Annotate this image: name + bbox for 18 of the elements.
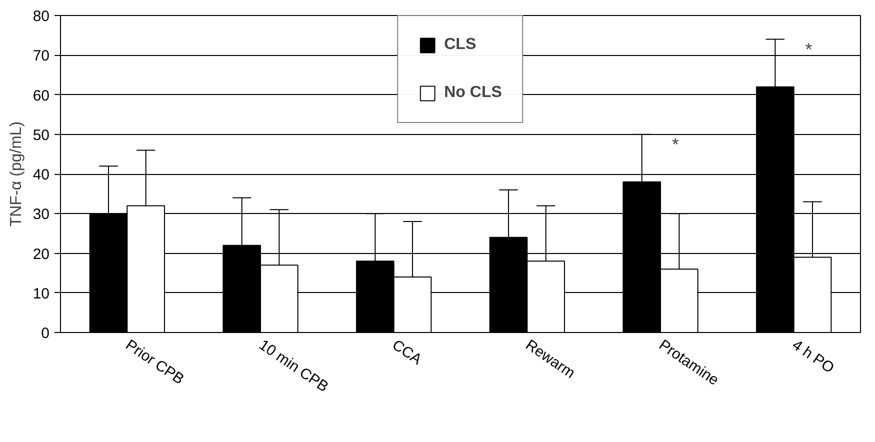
y-tick-label: 20 xyxy=(32,246,50,263)
legend-label: No CLS xyxy=(444,84,502,102)
annotation: * xyxy=(805,39,812,60)
y-tick-label: 50 xyxy=(32,126,50,144)
x-tick-label: Prior CPB xyxy=(122,336,187,388)
x-tick-label: 4 h PO xyxy=(789,336,838,377)
x-tick-label: 10 min CPB xyxy=(256,336,332,396)
y-tick-label: 10 xyxy=(32,285,50,302)
y-tick-label: 80 xyxy=(32,8,50,25)
y-tick-label: 30 xyxy=(32,206,50,224)
y-tick-label: 60 xyxy=(32,87,50,104)
x-tick-label: CCA xyxy=(389,336,425,368)
y-axis-title: TNF-α (pg/mL) xyxy=(8,121,25,227)
legend-label: CLS xyxy=(444,36,476,54)
y-tick-label: 40 xyxy=(32,166,50,184)
annotation: * xyxy=(672,134,679,154)
y-tick-label: 70 xyxy=(32,48,50,65)
y-tick-label: 0 xyxy=(41,325,50,342)
